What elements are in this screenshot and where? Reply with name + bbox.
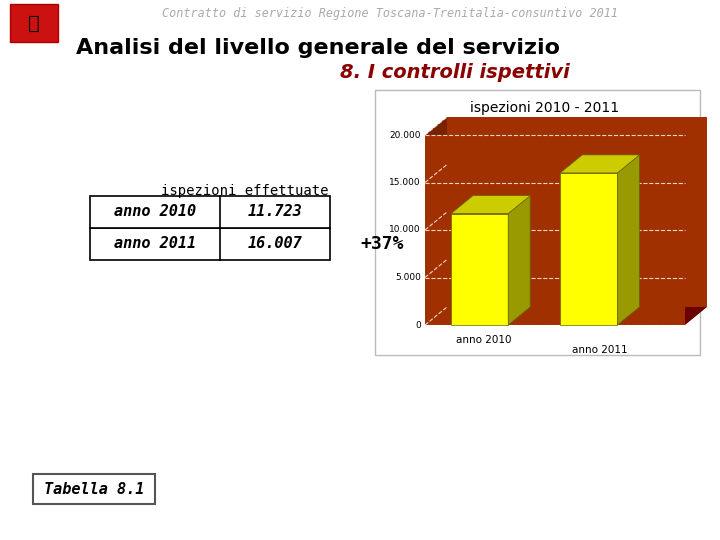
FancyBboxPatch shape — [375, 90, 700, 355]
FancyBboxPatch shape — [10, 4, 58, 42]
Text: 🐴: 🐴 — [28, 14, 40, 32]
Text: anno 2010: anno 2010 — [456, 335, 512, 345]
Text: 16.007: 16.007 — [248, 237, 302, 252]
FancyBboxPatch shape — [90, 196, 330, 228]
Text: 15.000: 15.000 — [390, 178, 421, 187]
Polygon shape — [508, 195, 530, 325]
Text: ispezioni effettuate: ispezioni effettuate — [161, 184, 329, 198]
FancyBboxPatch shape — [90, 228, 330, 260]
Text: +37%: +37% — [360, 235, 404, 253]
Text: anno 2011: anno 2011 — [572, 345, 628, 355]
FancyBboxPatch shape — [33, 474, 155, 504]
Text: 10.000: 10.000 — [390, 226, 421, 234]
Text: 20.000: 20.000 — [390, 131, 421, 139]
Text: 8. I controlli ispettivi: 8. I controlli ispettivi — [341, 63, 570, 82]
Polygon shape — [618, 155, 639, 325]
Polygon shape — [560, 155, 639, 173]
Polygon shape — [451, 195, 530, 214]
Polygon shape — [447, 117, 707, 307]
Text: 0: 0 — [415, 321, 421, 329]
FancyBboxPatch shape — [451, 214, 508, 325]
FancyBboxPatch shape — [425, 135, 685, 325]
Text: 11.723: 11.723 — [248, 205, 302, 219]
Text: anno 2011: anno 2011 — [114, 237, 196, 252]
Text: Contratto di servizio Regione Toscana-Trenitalia-consuntivo 2011: Contratto di servizio Regione Toscana-Tr… — [162, 6, 618, 19]
Text: ispezioni 2010 - 2011: ispezioni 2010 - 2011 — [469, 101, 618, 115]
Text: anno 2010: anno 2010 — [114, 205, 196, 219]
Polygon shape — [425, 307, 707, 325]
Text: Tabella 8.1: Tabella 8.1 — [44, 482, 144, 496]
Text: 5.000: 5.000 — [395, 273, 421, 282]
FancyBboxPatch shape — [560, 173, 618, 325]
Polygon shape — [425, 117, 447, 325]
Text: Analisi del livello generale del servizio: Analisi del livello generale del servizi… — [76, 38, 560, 58]
